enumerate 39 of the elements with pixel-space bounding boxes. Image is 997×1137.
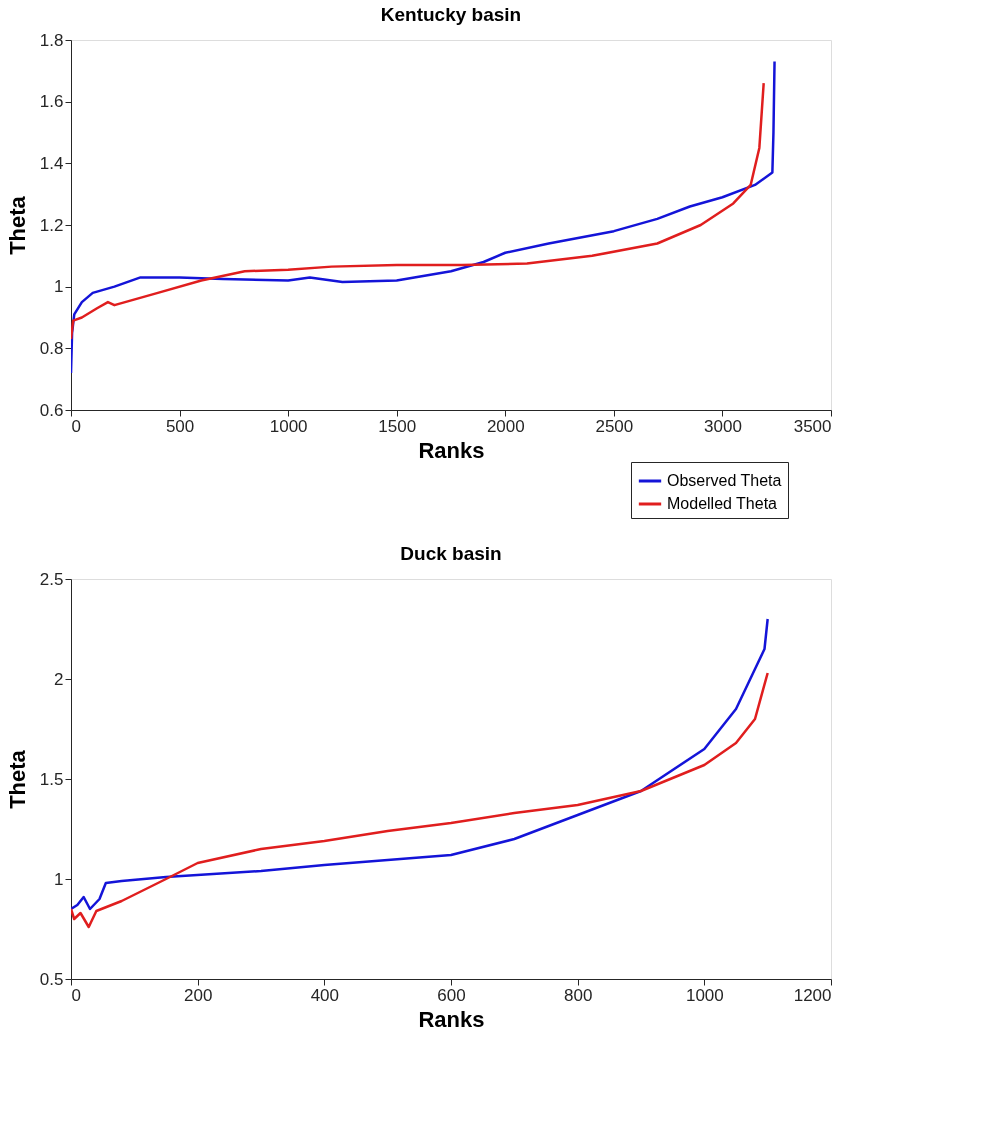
y-tick-label: 1 [54, 869, 64, 889]
line-series [71, 671, 769, 929]
x-tick-label: 1500 [378, 416, 417, 436]
x-tick-label: 1000 [269, 416, 308, 436]
y-tick-label: 0.6 [39, 400, 64, 420]
y-tick-label: 1.4 [39, 153, 64, 173]
legend-label: Modelled Theta [667, 495, 778, 512]
x-tick-label: 800 [563, 985, 593, 1005]
x-tick-label: 1000 [685, 985, 724, 1005]
y-tick-label: 1.6 [39, 92, 64, 112]
x-tick-label: 200 [183, 985, 213, 1005]
x-tick-label: 600 [437, 985, 466, 1005]
x-tick-label: 400 [310, 985, 340, 1005]
y-axis-title: Theta [4, 195, 30, 255]
x-tick-label: 2000 [486, 416, 525, 436]
y-tick-label: 0.5 [39, 969, 64, 989]
legend-label: Observed Theta [667, 472, 782, 489]
line-series [71, 60, 776, 375]
x-tick-label: 3000 [704, 416, 742, 436]
y-tick-label: 1.5 [39, 769, 64, 789]
x-tick-label: 0 [71, 416, 81, 436]
line-series [71, 81, 765, 341]
y-tick-label: 1.2 [39, 215, 64, 235]
x-tick-label: 1200 [793, 985, 832, 1005]
x-tick-label: 2500 [595, 416, 634, 436]
y-tick-label: 2 [54, 669, 64, 689]
x-axis-title: Ranks [418, 437, 485, 463]
x-tick-label: 0 [71, 985, 81, 1005]
chart-title: Duck basin [400, 543, 502, 564]
y-tick-label: 1.8 [39, 30, 64, 50]
x-axis-title: Ranks [418, 1006, 485, 1032]
y-axis-title: Theta [4, 749, 30, 809]
y-tick-label: 1 [54, 277, 64, 297]
x-tick-label: 3500 [793, 416, 832, 436]
chart-title: Kentucky basin [380, 4, 522, 25]
y-tick-label: 2.5 [39, 569, 64, 589]
y-tick-label: 0.8 [39, 338, 64, 358]
line-series [71, 617, 769, 911]
x-tick-label: 500 [165, 416, 195, 436]
